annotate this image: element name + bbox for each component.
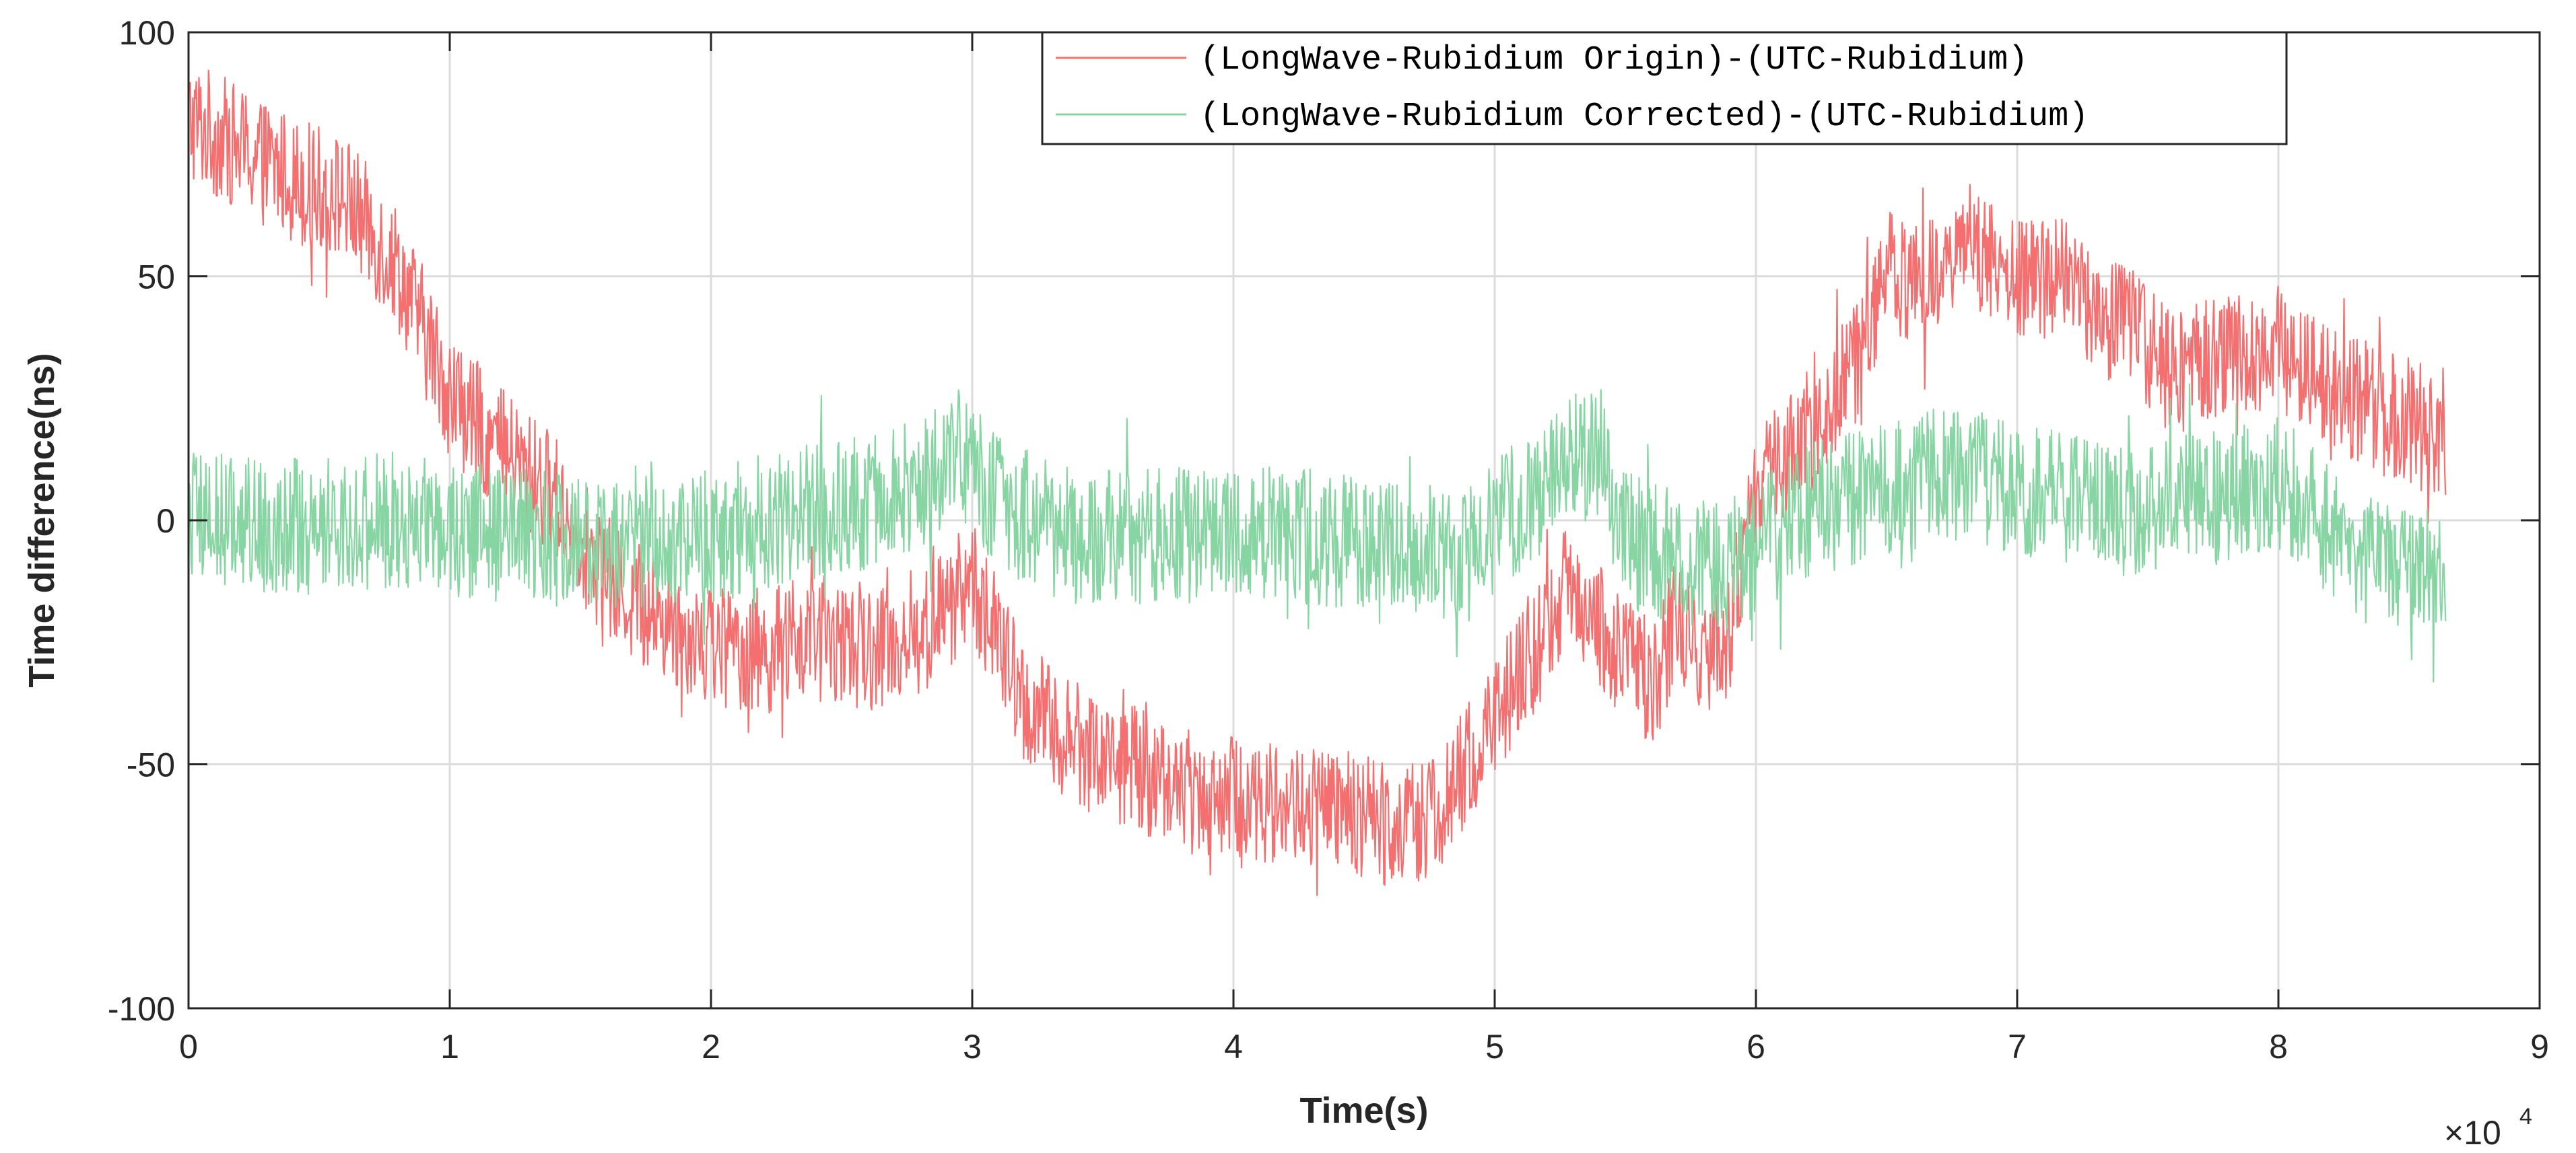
x-tick-label: 8: [2269, 1028, 2288, 1065]
x-axis-exponent: ×10 4: [2444, 1104, 2532, 1152]
x-tick-label: 9: [2530, 1028, 2549, 1065]
legend-label-corrected: (LongWave-Rubidium Corrected)-(UTC-Rubid…: [1200, 98, 2089, 136]
y-tick-label: 50: [137, 258, 175, 296]
x-tick-label: 0: [179, 1028, 198, 1065]
y-tick-label: -100: [108, 990, 175, 1028]
legend: (LongWave-Rubidium Origin)-(UTC-Rubidium…: [1041, 31, 2288, 145]
x-tick-label: 7: [2008, 1028, 2027, 1065]
x-axis-exponent-power: 4: [2519, 1104, 2532, 1129]
legend-box: [1041, 31, 2288, 145]
x-tick-label: 4: [1224, 1028, 1243, 1065]
y-tick-label: -50: [127, 746, 175, 784]
y-tick-label: 100: [119, 14, 175, 52]
y-axis-title: Time difference(ns): [22, 353, 62, 687]
x-tick-label: 3: [963, 1028, 982, 1065]
x-axis-title: Time(s): [1299, 1090, 1428, 1131]
legend-label-origin: (LongWave-Rubidium Origin)-(UTC-Rubidium…: [1200, 41, 2028, 79]
x-tick-label: 5: [1485, 1028, 1504, 1065]
x-axis-exponent-base: ×10: [2444, 1114, 2501, 1152]
y-tick-label: 0: [156, 502, 175, 540]
x-tick-label: 6: [1747, 1028, 1765, 1065]
series-layer: [187, 69, 2447, 897]
x-tick-label: 2: [702, 1028, 720, 1065]
ticks: 0 1 2 3 4 5 6 7 8 9 -100 -50 0 50 100: [108, 14, 2549, 1065]
series-line-corrected: [187, 383, 2447, 683]
x-tick-label: 1: [440, 1028, 459, 1065]
